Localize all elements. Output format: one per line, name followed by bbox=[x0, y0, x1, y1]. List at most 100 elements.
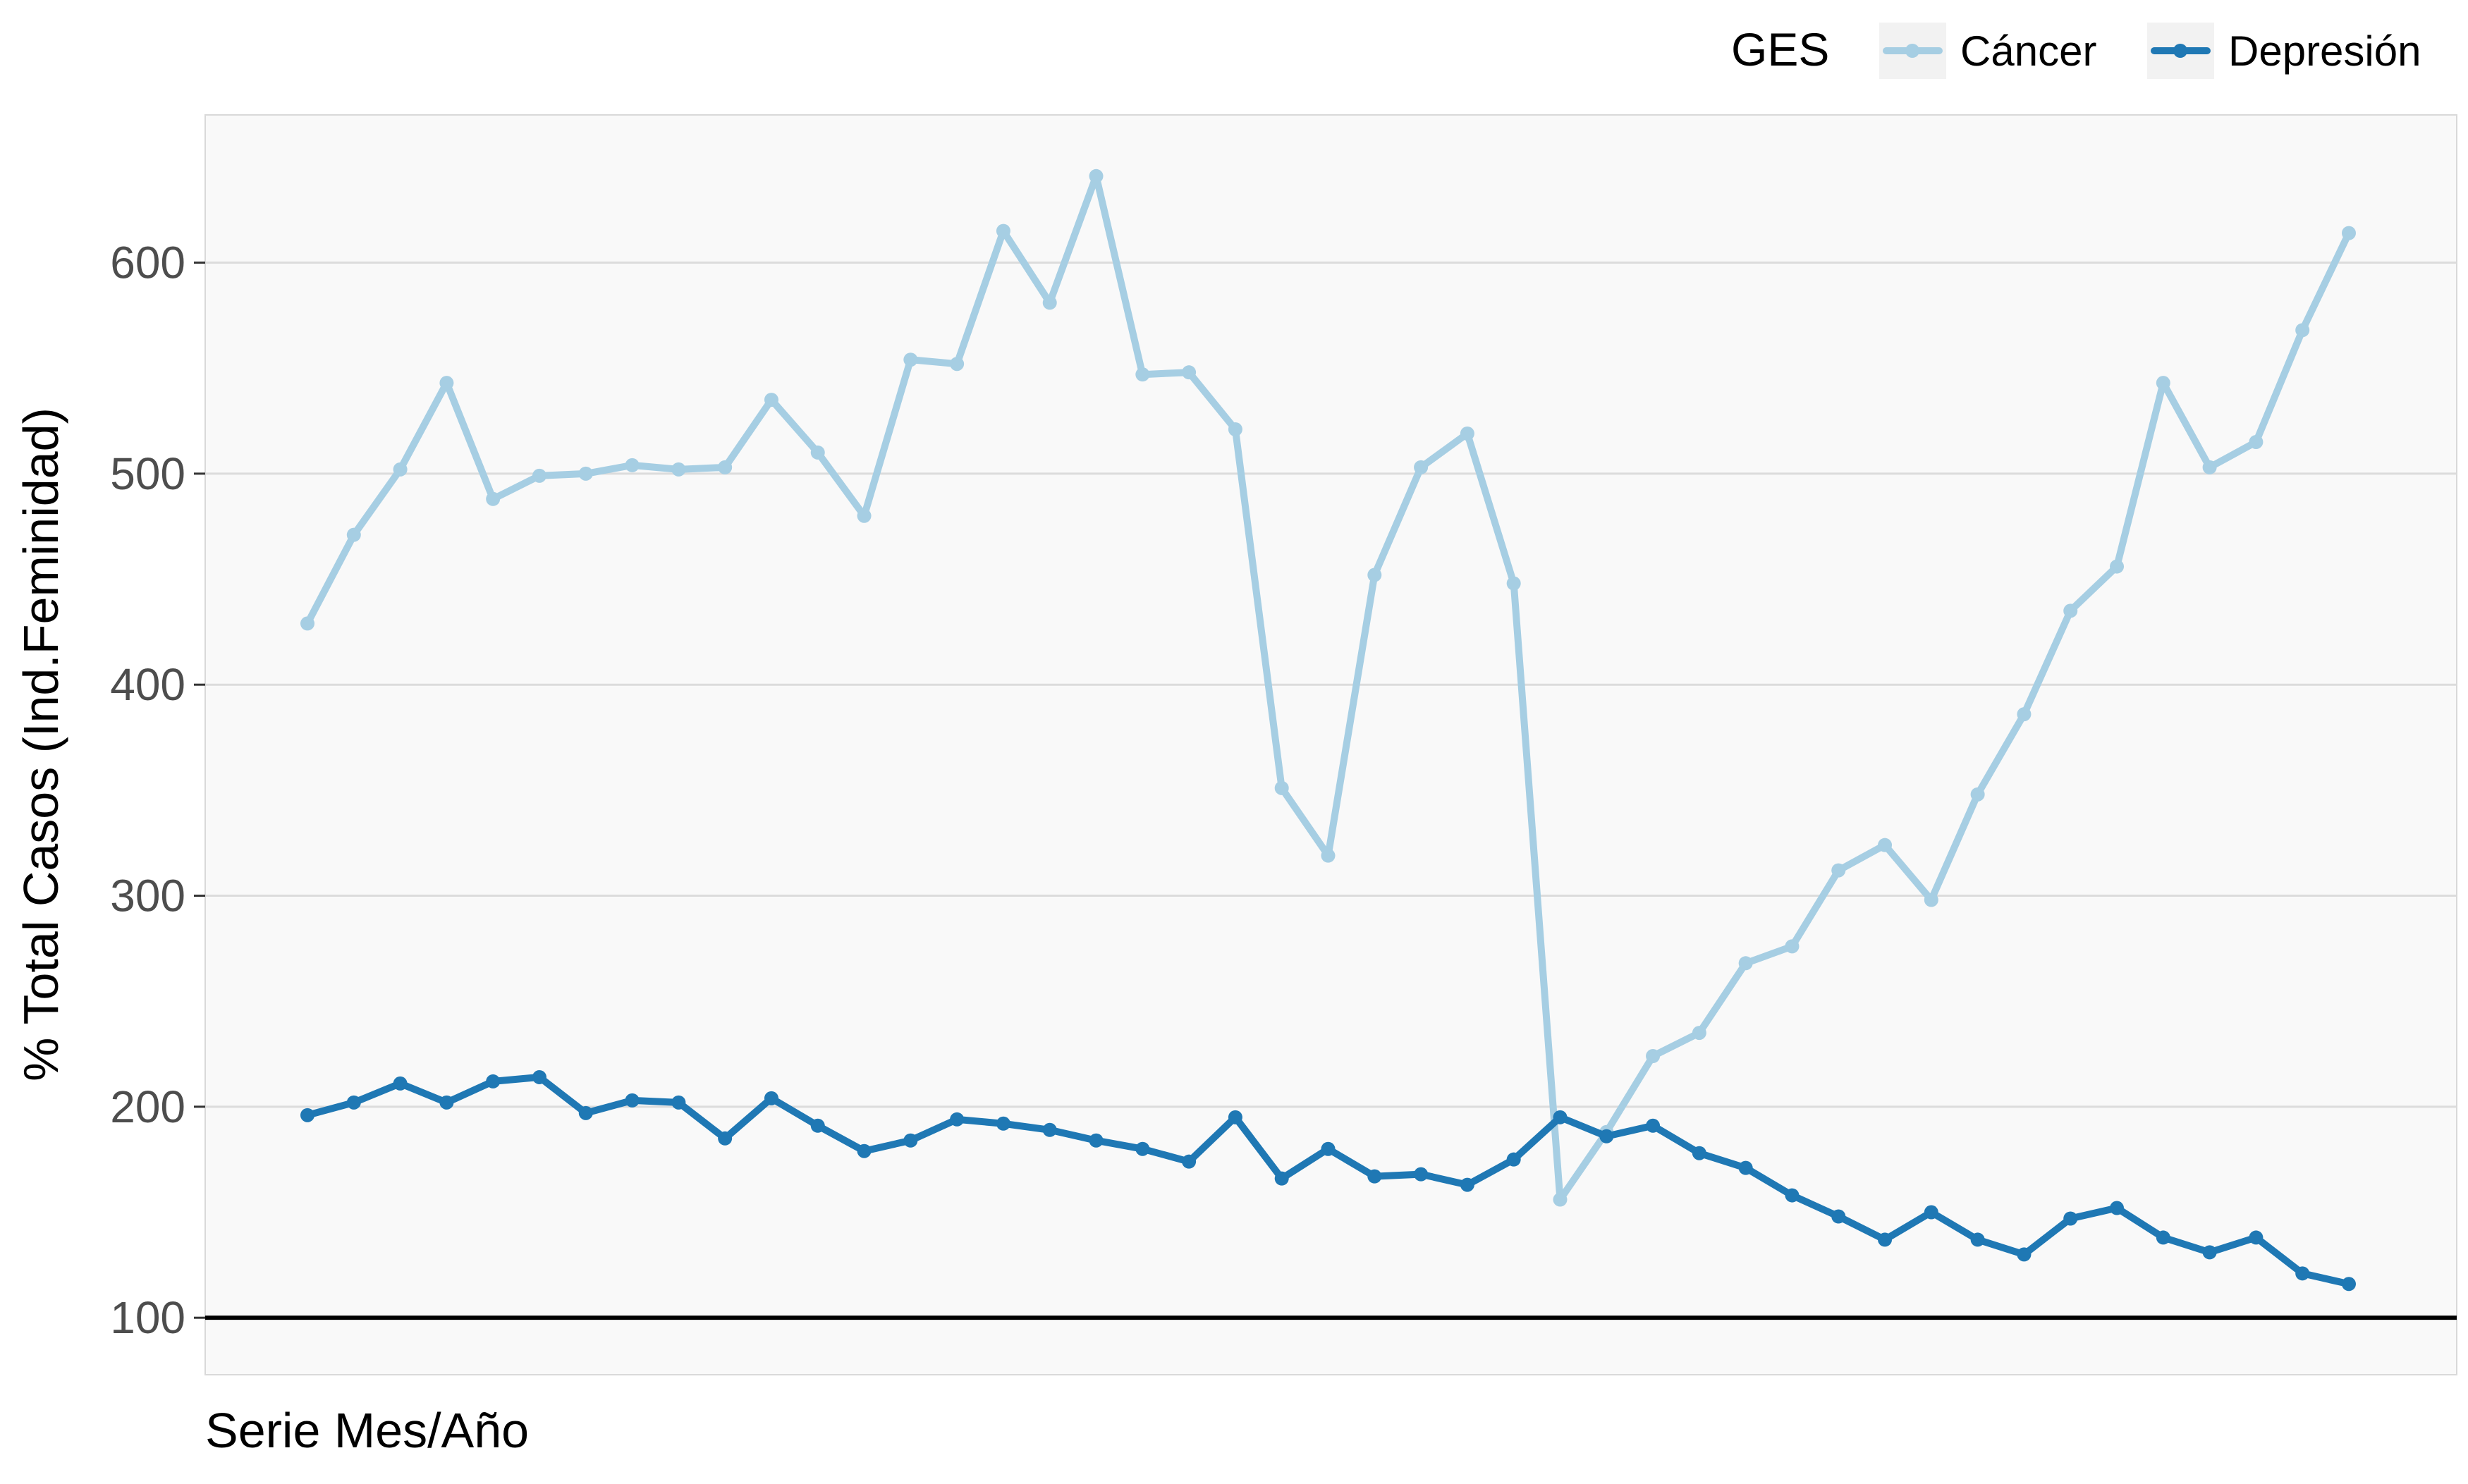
data-point bbox=[2063, 603, 2078, 618]
data-point bbox=[532, 1069, 546, 1084]
data-point bbox=[1321, 1141, 1336, 1156]
data-point bbox=[1367, 568, 1382, 582]
data-point bbox=[671, 1095, 686, 1110]
data-point bbox=[625, 458, 640, 472]
legend-key-point bbox=[2173, 44, 2187, 58]
data-point bbox=[1182, 1154, 1197, 1169]
data-point bbox=[439, 376, 454, 391]
data-point bbox=[346, 1095, 361, 1110]
data-point bbox=[486, 491, 501, 506]
data-point bbox=[578, 1105, 593, 1120]
data-point bbox=[903, 1133, 918, 1148]
data-point bbox=[2110, 559, 2125, 574]
data-point bbox=[2202, 460, 2217, 474]
data-point bbox=[1785, 1188, 1800, 1203]
data-point bbox=[1738, 956, 1753, 971]
y-tick-label: 600 bbox=[110, 238, 185, 288]
data-point bbox=[1646, 1049, 1661, 1064]
data-point bbox=[1646, 1118, 1661, 1133]
data-point bbox=[2342, 226, 2356, 240]
data-point bbox=[950, 357, 965, 372]
data-point bbox=[1460, 426, 1474, 441]
data-point bbox=[1970, 787, 1985, 802]
data-point bbox=[810, 1118, 825, 1133]
series-group bbox=[300, 168, 2356, 1292]
data-point bbox=[578, 466, 593, 481]
data-point bbox=[486, 1074, 501, 1089]
data-point bbox=[1831, 1209, 1846, 1224]
data-point bbox=[393, 1076, 408, 1091]
data-point bbox=[810, 445, 825, 460]
legend-label: Cáncer bbox=[1960, 27, 2096, 75]
data-point bbox=[1831, 863, 1846, 878]
data-point bbox=[1506, 1152, 1521, 1167]
y-tick-label: 200 bbox=[110, 1081, 185, 1132]
data-point bbox=[1274, 1171, 1289, 1186]
data-point bbox=[1460, 1177, 1474, 1192]
data-point bbox=[718, 460, 733, 474]
data-point bbox=[1228, 422, 1242, 437]
y-axis: 100 200 300 400 500 600 bbox=[110, 238, 205, 1343]
data-point bbox=[2156, 1230, 2170, 1245]
data-point bbox=[2249, 434, 2264, 449]
data-point bbox=[1414, 460, 1429, 474]
data-point bbox=[1182, 365, 1197, 380]
data-point bbox=[671, 462, 686, 477]
data-point bbox=[903, 352, 918, 367]
data-point bbox=[857, 1143, 872, 1158]
data-point bbox=[1553, 1110, 1568, 1124]
data-point bbox=[1785, 939, 1800, 954]
data-point bbox=[1970, 1232, 1985, 1247]
x-axis-label: Serie Mes/Año bbox=[205, 1403, 529, 1458]
data-point bbox=[1878, 1232, 1893, 1247]
data-point bbox=[393, 462, 408, 477]
data-point bbox=[625, 1093, 640, 1108]
data-point bbox=[1089, 168, 1104, 183]
y-axis-label: % Total Casos (Ind.Feminidad) bbox=[13, 407, 68, 1081]
data-point bbox=[2295, 1266, 2310, 1281]
data-point bbox=[996, 1116, 1010, 1131]
data-point bbox=[1878, 838, 1893, 852]
data-point bbox=[857, 508, 872, 523]
series-0 bbox=[300, 168, 2356, 1207]
data-point bbox=[1089, 1133, 1104, 1148]
data-point bbox=[1228, 1110, 1242, 1124]
data-point bbox=[2110, 1201, 2125, 1215]
data-point bbox=[764, 1091, 778, 1105]
data-point bbox=[300, 616, 314, 631]
data-point bbox=[346, 527, 361, 542]
data-point bbox=[1274, 780, 1289, 795]
data-point bbox=[2342, 1277, 2356, 1292]
panel-background bbox=[205, 115, 2457, 1375]
data-point bbox=[1135, 367, 1150, 382]
data-point bbox=[2295, 323, 2310, 338]
y-tick-label: 300 bbox=[110, 871, 185, 921]
data-point bbox=[532, 468, 546, 483]
data-point bbox=[1321, 848, 1336, 863]
series-1 bbox=[300, 1069, 2356, 1292]
data-point bbox=[1135, 1141, 1150, 1156]
data-point bbox=[1692, 1026, 1706, 1041]
data-point bbox=[1367, 1169, 1382, 1184]
legend-label: Depresión bbox=[2228, 27, 2421, 75]
legend-title: GES bbox=[1731, 23, 1829, 75]
data-point bbox=[1042, 295, 1057, 310]
data-point bbox=[2202, 1245, 2217, 1260]
data-point bbox=[1042, 1122, 1057, 1137]
data-point bbox=[2017, 707, 2032, 722]
data-point bbox=[2063, 1211, 2078, 1226]
data-point bbox=[1738, 1160, 1753, 1175]
data-point bbox=[300, 1108, 314, 1122]
legend-key-point bbox=[1905, 44, 1919, 58]
panel-border bbox=[204, 114, 2457, 1375]
data-point bbox=[2156, 376, 2170, 391]
data-point bbox=[1924, 893, 1938, 907]
data-point bbox=[1506, 576, 1521, 591]
data-point bbox=[1414, 1167, 1429, 1182]
y-tick-label: 100 bbox=[110, 1292, 185, 1343]
data-point bbox=[996, 223, 1010, 238]
data-point bbox=[439, 1095, 454, 1110]
data-point bbox=[764, 393, 778, 407]
